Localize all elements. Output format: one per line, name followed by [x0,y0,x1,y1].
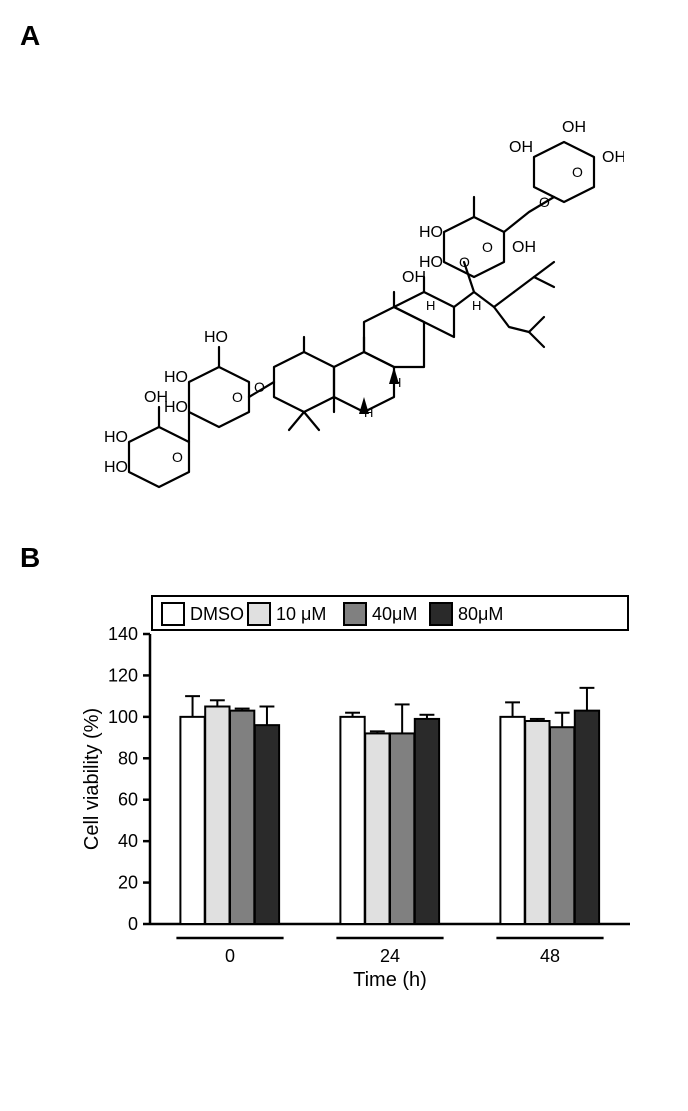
svg-text:HO: HO [104,459,128,476]
svg-text:Time (h): Time (h) [353,969,427,991]
svg-text:HO: HO [164,369,188,386]
svg-text:H: H [426,298,435,313]
bar [550,727,574,924]
legend-swatch [248,603,270,625]
bar [340,717,364,924]
panel-a-label: A [20,20,40,51]
svg-text:O: O [572,164,583,180]
svg-text:OH: OH [144,389,168,406]
svg-text:HO: HO [104,429,128,446]
legend-swatch [430,603,452,625]
bar [525,721,549,924]
legend-label: 40μM [372,604,417,624]
structure-svg: HO HO HO HO HO OH O O O HO HO OH O O O O… [64,52,624,502]
bar [365,733,389,924]
bar [415,719,439,924]
svg-text:HO: HO [419,224,443,241]
panel-b: B 0 20 40 60 80 100 120 140 Cell viability (%) 0 2… [20,542,668,1004]
bar [205,707,229,925]
svg-text:O: O [254,379,265,395]
svg-text:140: 140 [108,624,138,644]
svg-text:120: 120 [108,665,138,685]
svg-text:100: 100 [108,707,138,727]
legend-label: 80μM [458,604,503,624]
legend-swatch [344,603,366,625]
svg-text:48: 48 [540,946,560,966]
svg-text:O: O [459,254,470,270]
bar-chart-svg: 0 20 40 60 80 100 120 140 Cell viability (%) 0 24 4… [80,574,640,1004]
panel-a: A [20,20,668,502]
svg-text:40: 40 [118,831,138,851]
bar [180,717,204,924]
bar [500,717,524,924]
bar [575,711,599,924]
legend-label: DMSO [190,604,244,624]
bar-chart: 0 20 40 60 80 100 120 140 Cell viability (%) 0 24 4… [80,574,640,1004]
svg-text:20: 20 [118,873,138,893]
svg-text:O: O [232,389,243,405]
bar [390,733,414,924]
svg-text:0: 0 [128,914,138,934]
svg-text:H: H [472,298,481,313]
svg-text:OH: OH [562,119,586,136]
svg-text:H: H [392,375,401,390]
svg-text:O: O [482,239,493,255]
svg-text:HO: HO [204,329,228,346]
svg-text:H: H [364,405,373,420]
svg-text:O: O [172,449,183,465]
svg-text:60: 60 [118,790,138,810]
svg-text:80: 80 [118,748,138,768]
svg-text:Cell viability (%): Cell viability (%) [81,708,103,850]
panel-b-label: B [20,542,40,573]
svg-text:OH: OH [602,149,624,166]
svg-text:O: O [539,194,550,210]
svg-text:24: 24 [380,946,400,966]
legend-label: 10 μM [276,604,326,624]
legend-swatch [162,603,184,625]
svg-text:OH: OH [512,239,536,256]
bar [230,711,254,924]
svg-text:0: 0 [225,946,235,966]
svg-text:OH: OH [509,139,533,156]
chemical-structure: HO HO HO HO HO OH O O O HO HO OH O O O O… [64,52,624,502]
svg-text:OH: OH [402,269,426,286]
bar [255,725,279,924]
